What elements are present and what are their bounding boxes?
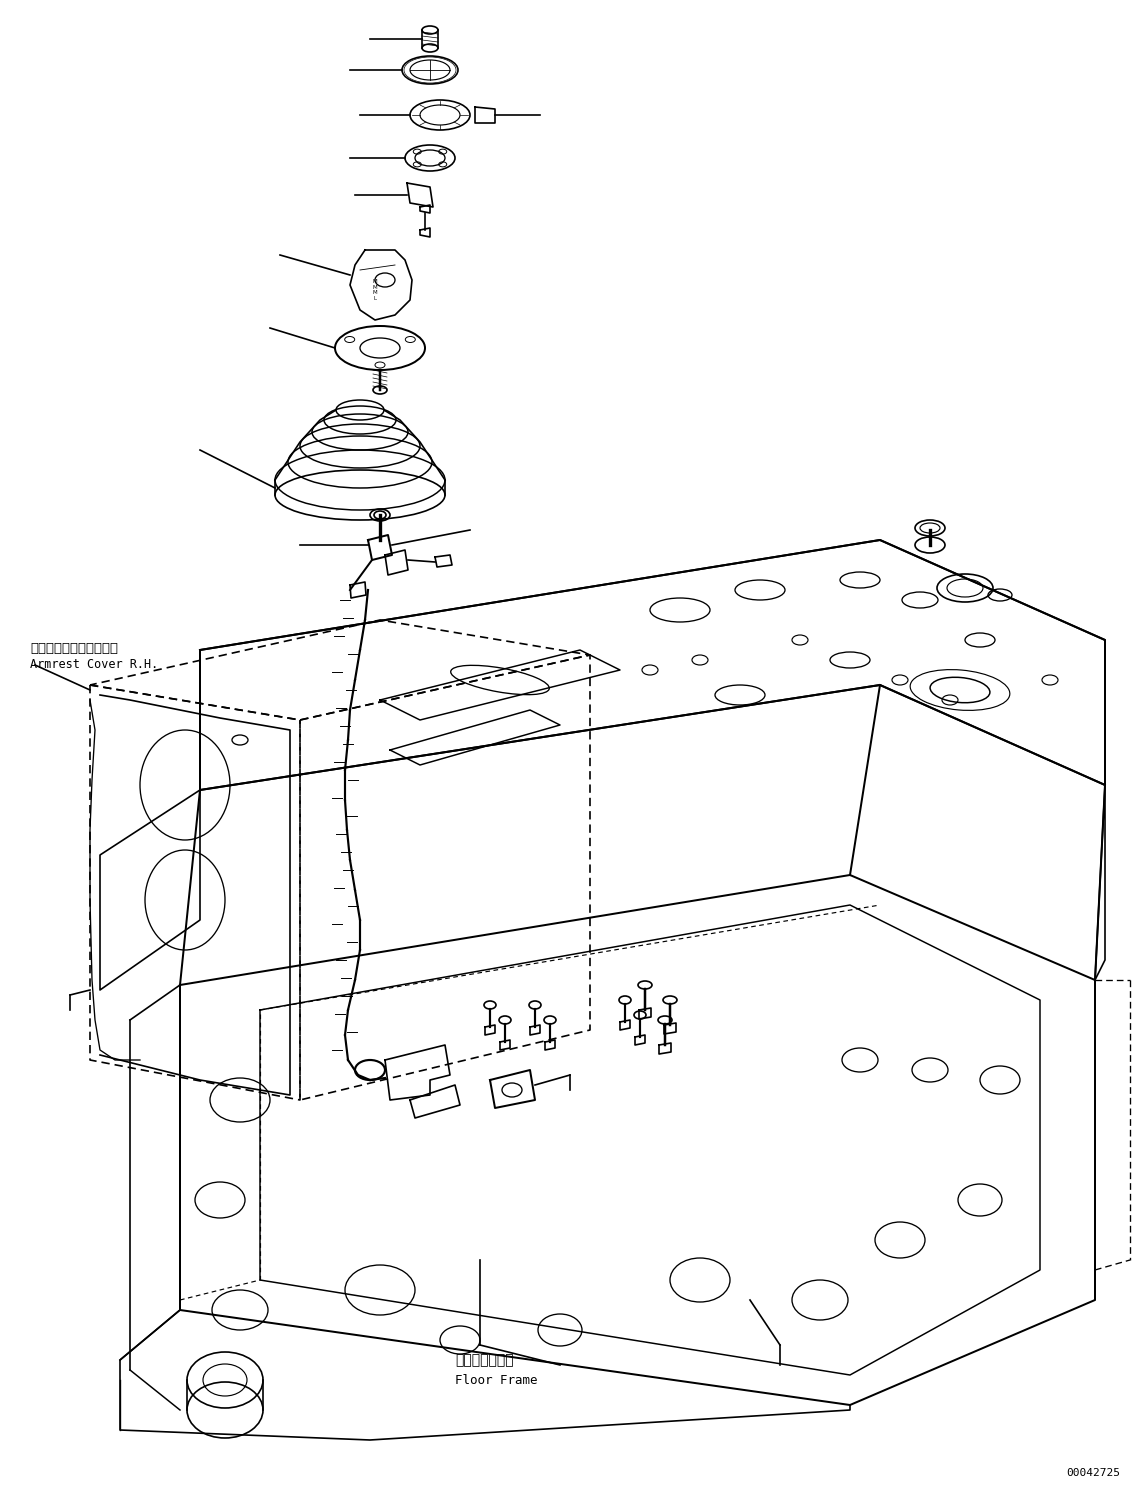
- Text: Armrest Cover R.H.: Armrest Cover R.H.: [30, 658, 158, 672]
- Text: アームレストカバー　右: アームレストカバー 右: [30, 642, 118, 655]
- Text: 00042725: 00042725: [1066, 1468, 1119, 1479]
- Text: M
M
M
L: M M M L: [373, 278, 377, 301]
- Text: Floor Frame: Floor Frame: [455, 1373, 538, 1386]
- Text: フロアフレーム: フロアフレーム: [455, 1354, 514, 1367]
